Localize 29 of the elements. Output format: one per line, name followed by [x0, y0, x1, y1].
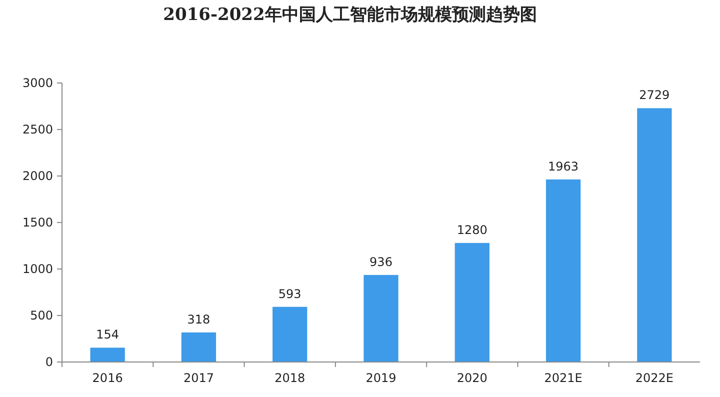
bar	[90, 348, 125, 362]
x-tick-label: 2020	[456, 371, 488, 385]
data-label: 1280	[456, 222, 488, 237]
x-tick-label: 2021E	[544, 371, 582, 385]
bar	[181, 332, 216, 362]
y-tick-label: 1500	[22, 216, 53, 230]
data-label: 2729	[639, 88, 670, 102]
data-label: 318	[187, 312, 210, 326]
y-tick-label: 2000	[22, 169, 53, 183]
y-tick-label: 3000	[22, 76, 53, 90]
bar	[364, 274, 398, 362]
x-tick-label: 2016	[92, 371, 123, 385]
y-tick-label: 2500	[22, 122, 53, 136]
data-label: 593	[278, 286, 302, 301]
bar	[637, 108, 672, 362]
y-tick-label: 0	[45, 355, 53, 369]
x-tick-label: 2017	[183, 371, 214, 385]
data-label: 154	[96, 328, 120, 342]
bar	[546, 179, 581, 362]
y-tick-label: 500	[30, 308, 53, 322]
data-label: 936	[370, 254, 392, 269]
data-label: 1963	[548, 159, 579, 174]
x-tick-label: 2019	[366, 371, 396, 385]
x-tick-label: 2018	[274, 371, 306, 385]
bar	[454, 242, 490, 362]
y-tick-label: 1000	[22, 262, 53, 276]
bar	[272, 306, 308, 362]
chart-title: 2016-2022年中国人工智能市场规模预测趋势图	[163, 5, 537, 25]
x-tick-label: 2022E	[635, 371, 674, 385]
